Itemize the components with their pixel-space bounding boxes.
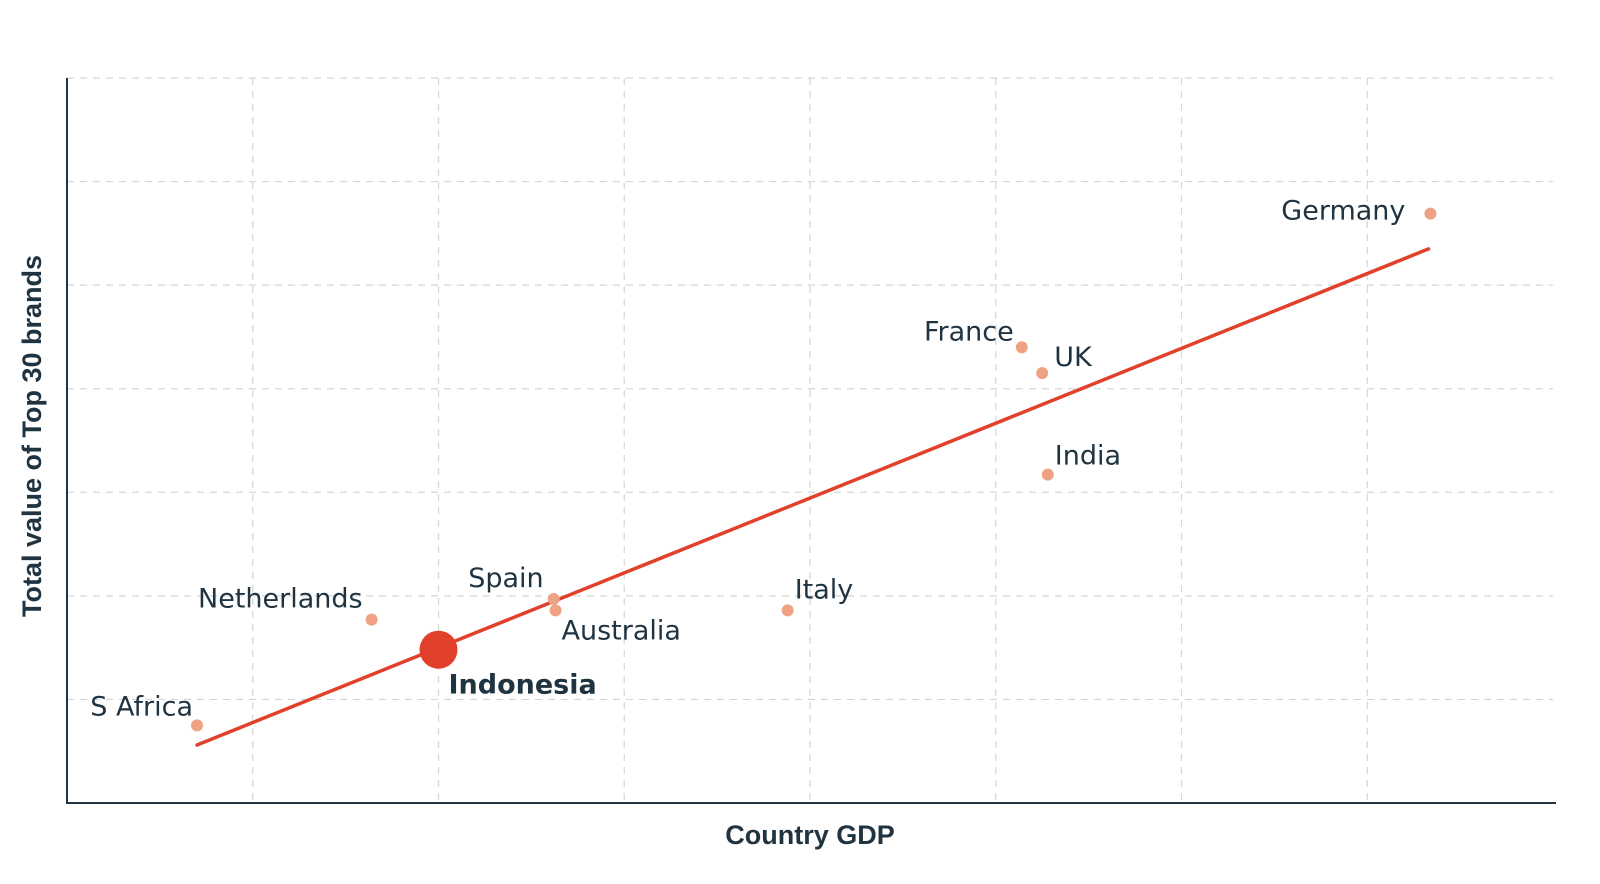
label-netherlands: Netherlands — [198, 584, 363, 615]
label-germany: Germany — [1281, 196, 1405, 227]
label-italy: Italy — [795, 574, 854, 605]
point-indonesia — [419, 630, 458, 669]
x-axis-label: Country GDP — [725, 820, 895, 850]
label-indonesia: Indonesia — [449, 670, 597, 701]
data-points — [191, 207, 1437, 732]
point-germany — [1424, 207, 1437, 220]
point-australia — [549, 604, 562, 617]
gridlines — [67, 77, 1553, 803]
label-india: India — [1055, 441, 1121, 472]
point-labels: S Africa Netherlands Indonesia Spain Austral… — [90, 196, 1405, 723]
point-france — [1015, 341, 1028, 354]
trendline — [195, 247, 1431, 747]
label-uk: UK — [1054, 342, 1093, 373]
point-spain — [547, 592, 560, 605]
point-s-africa — [191, 719, 204, 732]
label-s-africa: S Africa — [90, 691, 193, 722]
point-italy — [781, 604, 794, 617]
label-france: France — [924, 316, 1014, 347]
label-spain: Spain — [468, 563, 543, 594]
point-netherlands — [365, 613, 378, 626]
y-axis-label: Total value of Top 30 brands — [17, 255, 47, 617]
label-australia: Australia — [562, 615, 681, 646]
point-india — [1041, 468, 1054, 481]
trendline-group — [195, 247, 1431, 747]
point-uk — [1036, 367, 1049, 380]
